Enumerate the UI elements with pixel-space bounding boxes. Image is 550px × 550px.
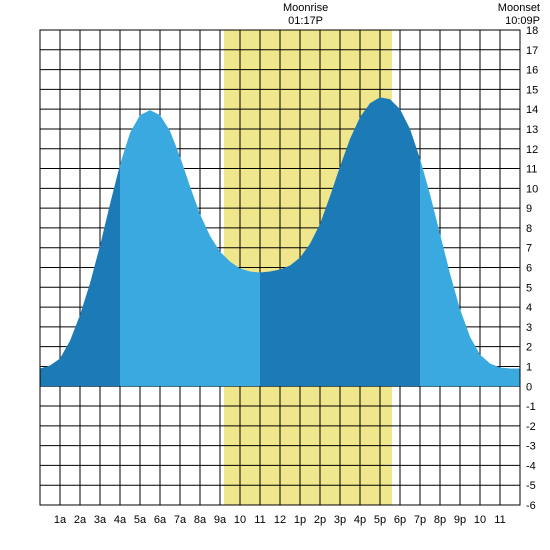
x-tick-label: 4a — [114, 514, 127, 526]
y-tick-label: 16 — [526, 65, 538, 77]
y-tick-label: 11 — [526, 164, 537, 176]
chart-svg: -6-5-4-3-2-10123456789101112131415161718… — [0, 0, 550, 550]
tide-chart: -6-5-4-3-2-10123456789101112131415161718… — [0, 0, 550, 550]
y-tick-label: 5 — [526, 282, 532, 294]
x-tick-label: 2a — [74, 514, 87, 526]
x-tick-label: 3p — [334, 514, 346, 526]
x-tick-label: 8a — [194, 514, 207, 526]
x-tick-label: 9a — [214, 514, 227, 526]
x-tick-label: 6p — [394, 514, 406, 526]
y-tick-label: 1 — [526, 361, 532, 373]
y-tick-label: 8 — [526, 223, 532, 235]
x-tick-label: 7p — [414, 514, 426, 526]
y-tick-label: 6 — [526, 263, 532, 275]
moonset-label: Moonset — [498, 2, 540, 14]
y-tick-label: -2 — [526, 421, 536, 433]
y-tick-label: 9 — [526, 203, 532, 215]
x-tick-label: 9p — [454, 514, 466, 526]
x-tick-label: 1p — [294, 514, 306, 526]
y-tick-label: 13 — [526, 124, 538, 136]
y-tick-label: 12 — [526, 144, 538, 156]
x-tick-label: 5a — [134, 514, 147, 526]
y-tick-label: 7 — [526, 243, 532, 255]
y-tick-label: 2 — [526, 342, 532, 354]
x-tick-label: 11 — [254, 514, 265, 526]
x-tick-label: 8p — [434, 514, 446, 526]
y-tick-label: 15 — [526, 84, 538, 96]
y-tick-label: -3 — [526, 441, 536, 453]
x-tick-label: 3a — [94, 514, 107, 526]
y-tick-label: 17 — [526, 45, 538, 57]
x-tick-label: 12 — [274, 514, 286, 526]
moonrise-time: 01:17P — [288, 15, 323, 27]
x-tick-label: 4p — [354, 514, 366, 526]
y-tick-label: 0 — [526, 381, 532, 393]
x-tick-label: 2p — [314, 514, 326, 526]
y-tick-label: 14 — [526, 104, 538, 116]
x-tick-label: 1a — [54, 514, 67, 526]
x-tick-label: 11 — [494, 514, 505, 526]
moonrise-label: Moonrise — [283, 2, 328, 14]
x-tick-label: 7a — [174, 514, 187, 526]
y-tick-label: 4 — [526, 302, 532, 314]
y-tick-label: -4 — [526, 460, 536, 472]
y-tick-label: 3 — [526, 322, 532, 334]
y-tick-label: -1 — [526, 401, 536, 413]
y-tick-label: -5 — [526, 480, 536, 492]
y-tick-label: 10 — [526, 183, 538, 195]
x-tick-label: 10 — [234, 514, 246, 526]
y-tick-label: -6 — [526, 500, 536, 512]
x-tick-label: 5p — [374, 514, 386, 526]
moonset-time: 10:09P — [505, 15, 540, 27]
x-tick-label: 10 — [474, 514, 486, 526]
x-tick-label: 6a — [154, 514, 167, 526]
